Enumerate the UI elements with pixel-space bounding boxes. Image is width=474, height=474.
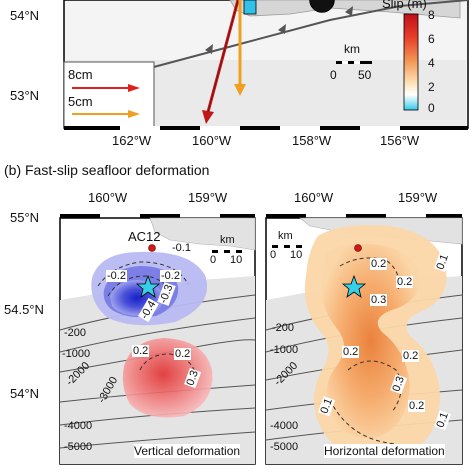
epicenter-star-left [135, 274, 161, 298]
slip-tick-6: 6 [428, 32, 435, 46]
top-scalebar-50: 50 [358, 68, 372, 82]
section-b-title: (b) Fast-slip seafloor deformation [4, 162, 210, 178]
h-contour-6: 0.2 [402, 350, 420, 362]
slip-colorbar [403, 13, 419, 111]
epicenter-star-right [341, 274, 367, 298]
horizontal-caption: Horizontal deformation [324, 444, 445, 458]
station-ac12-label: AC12 [128, 229, 161, 244]
top-lon-158: 158°W [292, 133, 332, 148]
horizontal-deformation-panel [265, 217, 463, 465]
right-scalebar-0: 0 [270, 249, 277, 261]
b-lat-55: 55°N [10, 210, 40, 225]
h-contour-2: 0.2 [370, 258, 388, 270]
bathy-right-1000: -1000 [270, 344, 299, 356]
vertical-caption: Vertical deformation [134, 444, 241, 458]
contour-neg-1: -0.2 [106, 270, 127, 282]
bathy-left-1000: -1000 [62, 348, 91, 360]
bathy-right-200: -200 [272, 322, 295, 334]
contour-neg-2: -0.2 [160, 270, 181, 282]
contour-pos-2: 0.2 [174, 348, 192, 360]
contour-pos-1: 0.2 [132, 345, 150, 357]
bathy-left-200: -200 [64, 327, 87, 339]
h-contour-4: 0.3 [370, 294, 388, 306]
slip-colorbar-title: Slip (m) [382, 0, 427, 11]
right-scalebar-unit: km [278, 230, 293, 242]
slip-tick-2: 2 [428, 80, 435, 94]
h-contour-3: 0.2 [396, 276, 414, 288]
bathy-left-4000: -4000 [64, 420, 93, 432]
bathy-left-5000: -5000 [64, 441, 93, 453]
station-marker-right [354, 244, 362, 252]
bathy-right-5000: -5000 [270, 441, 299, 453]
top-lon-162: 162°W [112, 133, 152, 148]
bathy-right-4000: -4000 [270, 420, 299, 432]
slip-tick-8: 8 [428, 8, 435, 22]
vector-legend-8cm: 8cm [68, 67, 93, 82]
top-scalebar-unit: km [344, 42, 360, 56]
top-lat-53: 53°N [10, 88, 40, 103]
b-lon-159-right: 159°W [398, 190, 438, 205]
b-lat-54: 54°N [10, 386, 40, 401]
h-contour-9: 0.2 [408, 400, 426, 412]
b-lat-54-5: 54.5°N [4, 302, 44, 317]
left-scalebar-unit: km [220, 234, 235, 246]
vector-legend-5cm: 5cm [68, 94, 93, 109]
top-lat-54: 54°N [10, 8, 40, 23]
b-lon-160-right: 160°W [294, 190, 334, 205]
right-scalebar-10: 10 [290, 249, 303, 261]
left-scalebar-10: 10 [230, 254, 243, 266]
top-scalebar-0: 0 [330, 68, 337, 82]
b-lon-159-left: 159°W [188, 190, 228, 205]
top-lon-156: 156°W [380, 133, 420, 148]
top-lon-160: 160°W [192, 133, 232, 148]
vector-legend-box [63, 61, 155, 129]
h-contour-5: 0.2 [342, 346, 360, 358]
slip-tick-4: 4 [428, 56, 435, 70]
station-value-label: -0.1 [172, 242, 191, 254]
left-scalebar-0: 0 [210, 254, 217, 266]
station-ac12-marker [148, 244, 156, 252]
b-lon-160-left: 160°W [88, 190, 128, 205]
slip-tick-0: 0 [428, 101, 435, 115]
